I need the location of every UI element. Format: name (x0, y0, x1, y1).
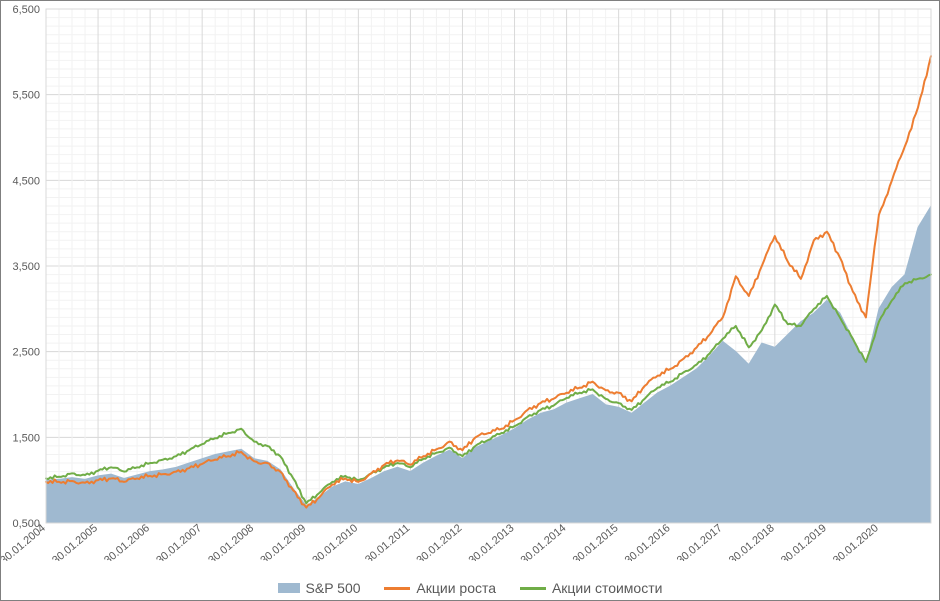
svg-text:30.01.2010: 30.01.2010 (310, 522, 360, 561)
svg-text:3,500: 3,500 (12, 261, 40, 273)
legend-swatch-value (520, 587, 546, 590)
legend-item-sp500: S&P 500 (278, 580, 361, 596)
svg-text:30.01.2020: 30.01.2020 (831, 522, 881, 561)
svg-text:30.01.2019: 30.01.2019 (779, 522, 829, 561)
chart-svg: 0,5001,5002,5003,5004,5005,5006,50030.01… (1, 1, 940, 561)
legend-item-growth: Акции роста (384, 580, 496, 596)
svg-text:30.01.2014: 30.01.2014 (519, 522, 569, 561)
svg-text:30.01.2006: 30.01.2006 (102, 522, 152, 561)
svg-text:30.01.2017: 30.01.2017 (675, 522, 725, 561)
svg-text:30.01.2007: 30.01.2007 (154, 522, 204, 561)
svg-text:4,500: 4,500 (12, 175, 40, 187)
legend-label-growth: Акции роста (416, 580, 496, 596)
svg-text:6,500: 6,500 (12, 4, 40, 16)
svg-text:30.01.2018: 30.01.2018 (727, 522, 777, 561)
svg-text:30.01.2008: 30.01.2008 (206, 522, 256, 561)
svg-text:2,500: 2,500 (12, 347, 40, 359)
svg-text:30.01.2012: 30.01.2012 (415, 522, 465, 561)
svg-text:5,500: 5,500 (12, 90, 40, 102)
svg-text:30.01.2016: 30.01.2016 (623, 522, 673, 561)
svg-text:30.01.2013: 30.01.2013 (467, 522, 517, 561)
legend-swatch-growth (384, 587, 410, 590)
svg-text:30.01.2009: 30.01.2009 (258, 522, 308, 561)
svg-text:30.01.2015: 30.01.2015 (571, 522, 621, 561)
legend-swatch-sp500 (278, 583, 300, 593)
svg-text:30.01.2005: 30.01.2005 (50, 522, 100, 561)
svg-text:1,500: 1,500 (12, 432, 40, 444)
legend: S&P 500 Акции роста Акции стоимости (1, 579, 939, 596)
legend-label-value: Акции стоимости (552, 580, 663, 596)
chart-container: 0,5001,5002,5003,5004,5005,5006,50030.01… (0, 0, 940, 601)
legend-item-value: Акции стоимости (520, 580, 663, 596)
legend-label-sp500: S&P 500 (306, 580, 361, 596)
svg-text:30.01.2011: 30.01.2011 (363, 522, 412, 561)
